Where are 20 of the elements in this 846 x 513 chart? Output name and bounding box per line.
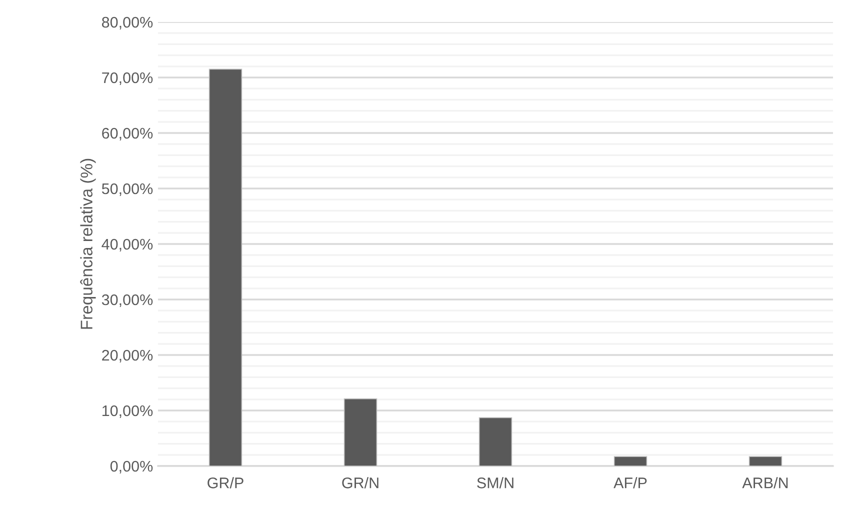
y-tick-label: 10,00% <box>102 405 153 418</box>
y-tick-label: 80,00% <box>102 16 153 30</box>
y-tick-label: 40,00% <box>102 238 153 252</box>
y-tick-label: 50,00% <box>102 183 153 196</box>
y-axis-title: Frequência relativa (%) <box>80 158 96 329</box>
x-tick-label: AF/P <box>614 477 647 488</box>
bar <box>614 456 648 466</box>
y-tick-label: 0,00% <box>110 460 153 474</box>
bar <box>208 68 242 466</box>
x-tick-label: GR/P <box>208 477 244 488</box>
x-tick-label: ARB/N <box>742 477 788 488</box>
bar <box>344 398 378 466</box>
x-tick-label: SM/N <box>477 477 514 488</box>
bar <box>478 417 512 466</box>
x-tick-label: GR/N <box>342 477 378 488</box>
y-tick-label: 70,00% <box>102 72 153 85</box>
y-tick-label: 30,00% <box>102 294 153 307</box>
y-tick-label: 60,00% <box>102 128 153 140</box>
y-tick-label: 20,00% <box>102 350 153 362</box>
bar <box>748 456 782 466</box>
